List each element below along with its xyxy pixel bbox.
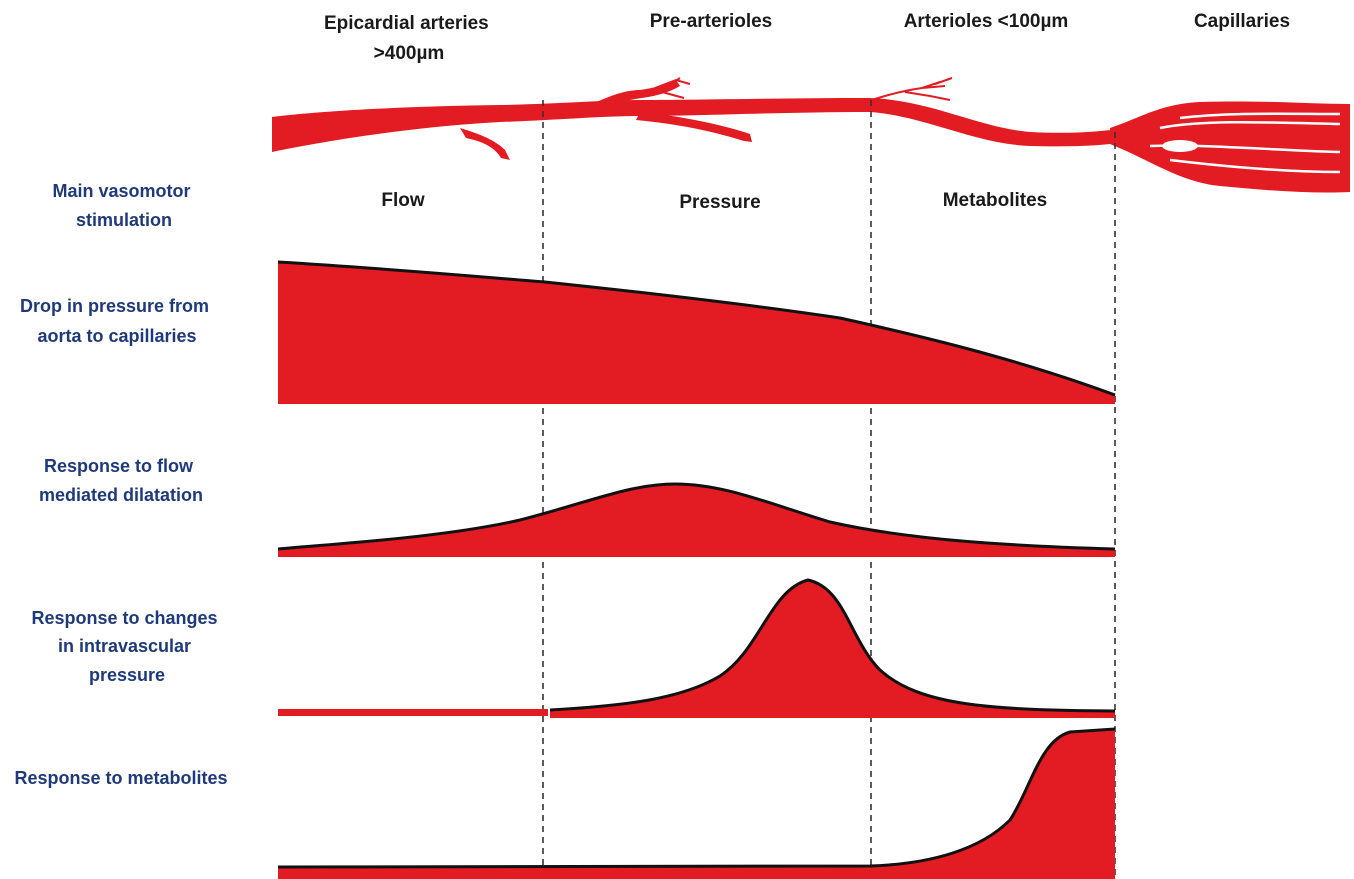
stimulation-row: Main vasomotor stimulation Flow Pressure… — [52, 181, 1047, 230]
segment-title-capillaries: Capillaries — [1194, 11, 1290, 32]
vessel-trunk — [272, 98, 1125, 152]
segment-title-arterioles: Arterioles <100µm — [904, 11, 1069, 32]
vessel-twigs-arterioles — [871, 77, 953, 101]
segment-title-epicardial: Epicardial arteries >400µm — [324, 13, 494, 64]
row-label-flow-response: Response to flow mediated dilatation — [39, 456, 203, 505]
vessel-branch-lower — [636, 112, 752, 142]
curve-pressure-response-fill — [550, 580, 1115, 718]
curve-metabolite-response-edge — [277, 727, 1116, 869]
vessel-capillary-hole — [1162, 140, 1198, 152]
stimulation-pressure: Pressure — [679, 192, 760, 213]
row-flow-response: Response to flow mediated dilatation — [39, 456, 1116, 557]
curve-pressure-response-baseline — [278, 709, 548, 716]
curve-flow-response-fill — [278, 484, 1115, 557]
row-pressure-drop: Drop in pressure from aorta to capillari… — [20, 260, 1116, 404]
segment-titles: Epicardial arteries >400µm Pre-arteriole… — [324, 11, 1290, 64]
vessel-capillary-gaps — [1149, 112, 1341, 174]
row-label-metabolite-response: Response to metabolites — [14, 768, 227, 788]
vessel-branch-epicardial — [460, 128, 510, 160]
row-label-pressure-response: Response to changes in intravascular pre… — [31, 608, 222, 685]
curve-pressure-drop-fill — [278, 262, 1115, 404]
row-pressure-response: Response to changes in intravascular pre… — [31, 578, 1116, 718]
segment-title-pre-arterioles: Pre-arterioles — [650, 11, 773, 32]
vessel-twigs-pre-arterioles — [654, 77, 691, 99]
row-metabolite-response: Response to metabolites — [14, 727, 1116, 879]
stimulation-flow: Flow — [381, 190, 424, 211]
stimulation-metabolites: Metabolites — [943, 190, 1048, 211]
curve-pressure-response-edge — [549, 578, 1116, 713]
stimulation-label: Main vasomotor stimulation — [52, 181, 195, 230]
vessel-illustration — [272, 77, 1350, 193]
row-label-pressure-drop: Drop in pressure from aorta to capillari… — [20, 296, 214, 346]
segment-dividers — [542, 100, 1116, 879]
curve-pressure-drop-edge — [277, 260, 1116, 397]
curve-flow-response-edge — [277, 482, 1116, 551]
curve-metabolite-response-fill — [278, 729, 1115, 879]
